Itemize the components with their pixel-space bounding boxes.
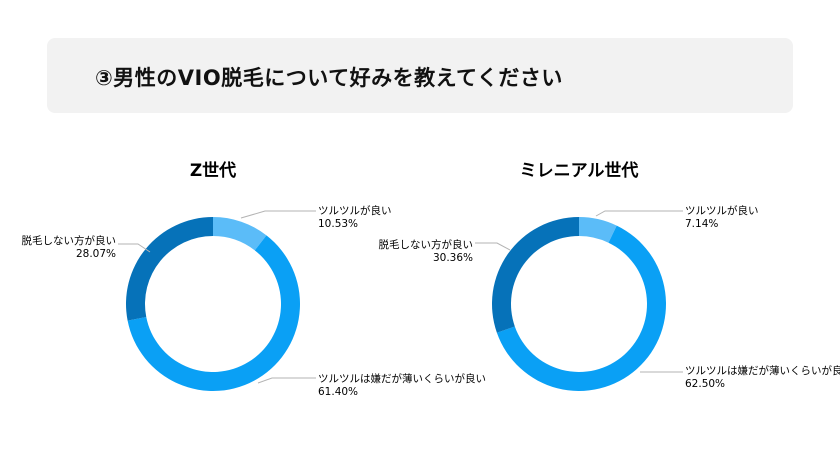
chart-2-title: ミレニアル世代 bbox=[520, 160, 639, 181]
chart-1-leader-smooth bbox=[240, 210, 316, 219]
chart-2-value-thin: 62.50% bbox=[685, 378, 725, 390]
chart-2-slice-smooth bbox=[579, 217, 617, 243]
chart-z-generation: Z世代 ツルツルが良い 10.53% 脱毛しない方が良い 28.07% ツルツル… bbox=[22, 160, 487, 398]
chart-2-leader-smooth bbox=[595, 210, 683, 217]
chart-2-value-smooth: 7.14% bbox=[685, 218, 718, 230]
chart-1-slice-none bbox=[125, 217, 213, 321]
chart-1-leader-none bbox=[118, 243, 151, 253]
chart-1-label-none: 脱毛しない方が良い bbox=[22, 234, 117, 247]
chart-1-label-smooth: ツルツルが良い bbox=[318, 204, 392, 217]
chart-1-donut bbox=[125, 217, 301, 391]
question-header: ③男性のVIO脱毛について好みを教えてください bbox=[47, 38, 793, 113]
chart-2-label-none: 脱毛しない方が良い bbox=[379, 238, 474, 251]
chart-2-label-thin: ツルツルは嫌だが薄いくらいが良い bbox=[685, 364, 840, 377]
chart-2-leader-none bbox=[475, 242, 511, 251]
chart-1-slice-smooth bbox=[213, 217, 267, 251]
chart-1-value-thin: 61.40% bbox=[318, 386, 358, 398]
chart-2-label-smooth: ツルツルが良い bbox=[685, 204, 759, 217]
chart-1-title: Z世代 bbox=[190, 160, 236, 181]
chart-1-leader-thin bbox=[257, 377, 316, 384]
chart-2-slice-none bbox=[491, 217, 579, 333]
question-title: ③男性のVIO脱毛について好みを教えてください bbox=[95, 66, 563, 90]
chart-2-donut bbox=[491, 217, 666, 391]
chart-2-value-none: 30.36% bbox=[433, 252, 473, 264]
chart-1-value-none: 28.07% bbox=[76, 248, 116, 260]
chart-1-value-smooth: 10.53% bbox=[318, 218, 358, 230]
chart-millennial-generation: ミレニアル世代 ツルツルが良い 7.14% 脱毛しない方が良い 30.36% ツ… bbox=[379, 160, 840, 391]
chart-1-label-thin: ツルツルは嫌だが薄いくらいが良い bbox=[318, 372, 486, 385]
